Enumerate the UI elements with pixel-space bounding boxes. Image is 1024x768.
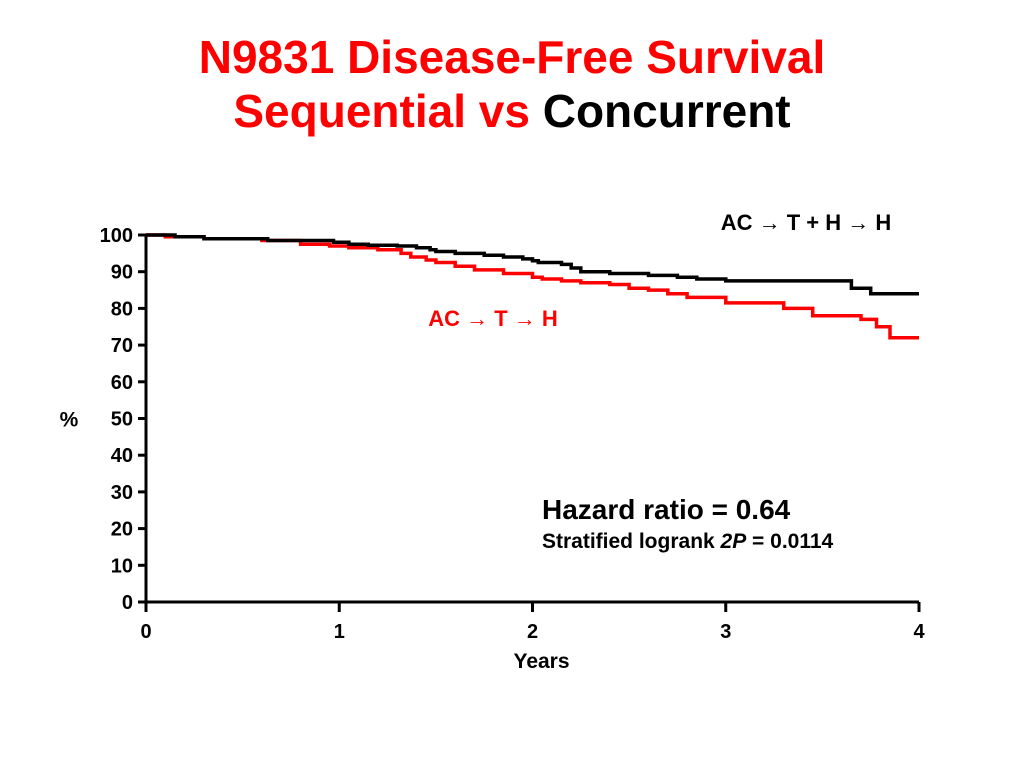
y-tick-label: 100 [100, 225, 133, 247]
x-tick-label: 4 [913, 621, 925, 643]
y-tick-label: 90 [111, 262, 133, 284]
logrank-suffix: = 0.0114 [746, 530, 834, 553]
y-tick-label: 50 [111, 409, 133, 431]
y-tick-label: 40 [111, 445, 133, 467]
logrank-prefix: Stratified logrank [542, 530, 721, 553]
x-tick-label: 1 [334, 621, 345, 643]
x-axis-title: Years [513, 650, 569, 673]
y-tick-label: 70 [111, 335, 133, 357]
logrank-p-text: Stratified logrank 2P = 0.0114 [542, 528, 833, 556]
y-axis-title: % [60, 409, 79, 432]
y-tick-label: 60 [111, 372, 133, 394]
x-tick-label: 2 [527, 621, 538, 643]
series-line-sequential [146, 233, 919, 340]
series-line-concurrent [146, 233, 919, 296]
statistics-annotation: Hazard ratio = 0.64 Stratified logrank 2… [542, 492, 833, 556]
series-label-sequential: AC → T → H [428, 306, 558, 331]
y-tick-label: 10 [111, 555, 133, 577]
title-line-2: Sequential vs Concurrent [0, 84, 1024, 138]
series-label-concurrent: AC → T + H → H [721, 210, 892, 235]
title-sequential-vs: Sequential vs [233, 85, 530, 137]
hazard-ratio-text: Hazard ratio = 0.64 [542, 494, 791, 525]
title-concurrent: Concurrent [542, 85, 791, 137]
y-tick-label: 80 [111, 298, 133, 320]
title-line-1: N9831 Disease-Free Survival [198, 31, 826, 83]
x-tick-label: 3 [720, 621, 731, 643]
y-tick-label: 0 [122, 592, 133, 614]
x-tick-label: 0 [140, 621, 151, 643]
y-tick-label: 20 [111, 519, 133, 541]
chart-axes: 0 10 20 30 40 50 60 70 80 90 100 0 1 2 3 4 Years% [60, 225, 926, 673]
logrank-2p: 2P [720, 530, 747, 553]
slide-title: N9831 Disease-Free Survival Sequential v… [0, 30, 1024, 138]
chart-series [146, 233, 919, 340]
y-tick-label: 30 [111, 482, 133, 504]
